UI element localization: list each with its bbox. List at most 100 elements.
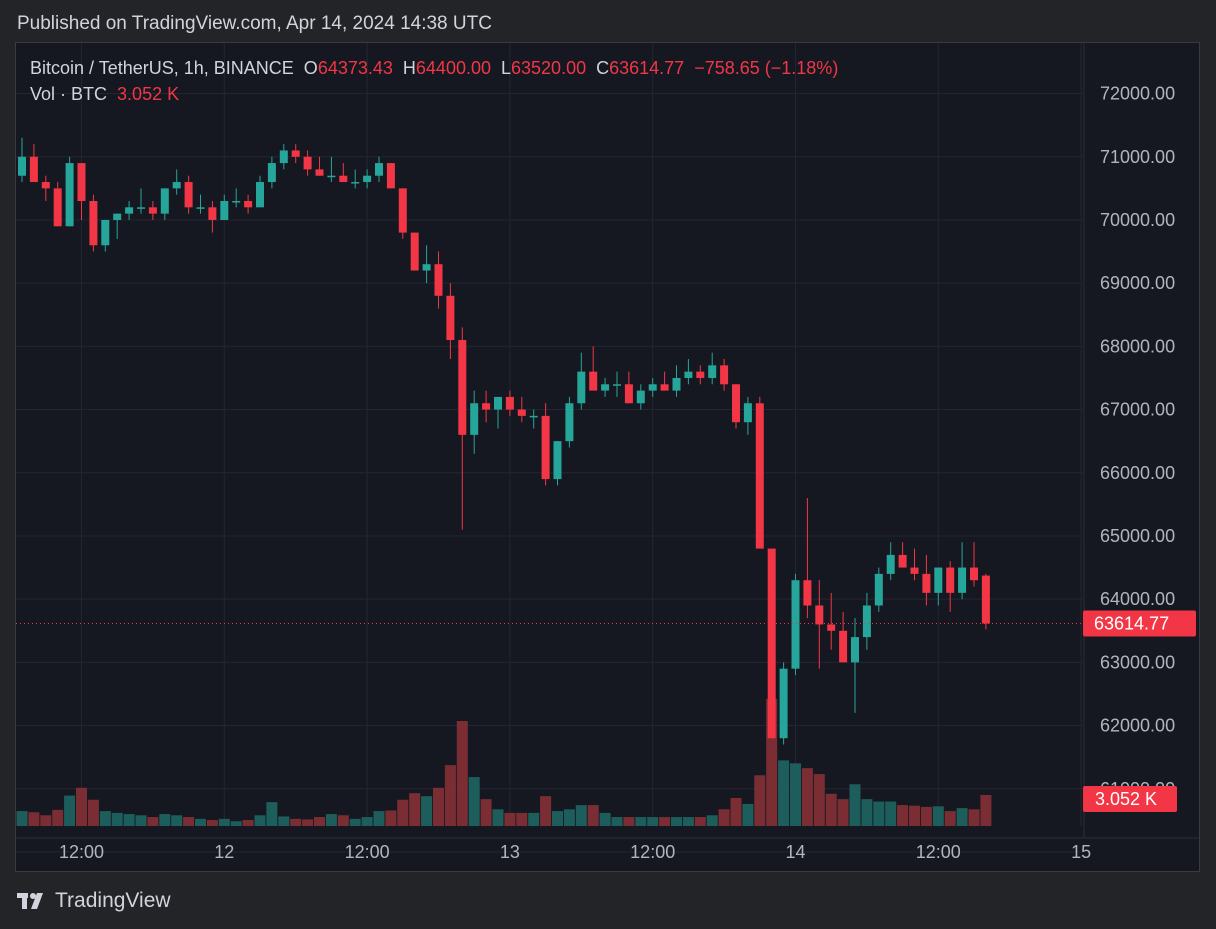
candle <box>922 554 931 606</box>
candle <box>910 548 919 581</box>
candle-body <box>494 396 502 410</box>
candle-body <box>862 605 871 638</box>
y-tick-label: 72000.00 <box>1100 84 1175 104</box>
candle-layer <box>18 137 990 745</box>
candle-body <box>351 182 360 184</box>
candle-body <box>458 340 467 435</box>
candle-body <box>160 188 169 214</box>
volume-label[interactable]: Vol · BTC <box>30 84 108 104</box>
x-tick-label: 12:00 <box>345 842 390 862</box>
candle <box>267 156 276 189</box>
y-tick-label: 63000.00 <box>1100 652 1175 672</box>
candle-body <box>743 403 752 423</box>
volume-bar <box>242 820 254 826</box>
chart-panel[interactable]: 72000.00 71000.00 70000.00 69000.00 68000.00… <box>15 42 1200 872</box>
candle <box>375 156 383 183</box>
y-tick-label: 71000.00 <box>1100 147 1175 167</box>
candle <box>482 390 491 423</box>
candle-body <box>89 201 98 246</box>
candle <box>363 169 372 189</box>
candle <box>327 156 336 183</box>
volume-bar <box>801 768 813 826</box>
candle <box>315 156 324 176</box>
candle-body <box>148 207 157 214</box>
volume-bar <box>421 796 433 826</box>
candle-body <box>672 377 681 391</box>
change-value: −758.65 (−1.18%) <box>694 58 839 78</box>
chart-legend: Bitcoin / TetherUS, 1h, BINANCE O64373.4… <box>30 58 838 105</box>
candle <box>791 573 800 675</box>
candle <box>184 175 193 214</box>
candle <box>660 371 669 391</box>
volume-bar <box>778 760 790 826</box>
volume-bar <box>171 815 183 826</box>
volume-axis-label: 3.052 K <box>1095 789 1157 809</box>
tradingview-logo[interactable]: TradingView <box>17 889 171 913</box>
candle <box>410 232 419 271</box>
high-value: 64400.00 <box>415 58 491 78</box>
x-tick-label: 12:00 <box>59 842 104 862</box>
volume-bar <box>87 799 99 826</box>
volume-layer <box>16 698 992 826</box>
volume-bar <box>468 777 480 826</box>
volume-bar <box>694 817 706 826</box>
candle-body <box>851 637 859 663</box>
candle <box>970 542 978 587</box>
volume-bar <box>766 698 778 826</box>
candle-body <box>303 156 312 170</box>
candle-body <box>220 201 229 220</box>
volume-bar <box>135 815 147 826</box>
candle-body <box>375 163 383 176</box>
candle <box>386 163 395 189</box>
volume-bar <box>385 810 397 826</box>
candle <box>815 580 824 669</box>
volume-bar <box>635 817 647 826</box>
candlestick-chart[interactable]: 72000.00 71000.00 70000.00 69000.00 68000.00… <box>16 43 1199 871</box>
candle <box>244 194 253 214</box>
volume-bar <box>909 805 920 826</box>
volume-bar <box>516 812 528 826</box>
symbol-title[interactable]: Bitcoin / TetherUS, 1h, BINANCE <box>30 58 294 78</box>
candle <box>220 194 229 220</box>
candle <box>137 188 145 214</box>
candle-body <box>184 182 193 208</box>
candle <box>779 662 788 745</box>
volume-bar <box>314 817 325 826</box>
volume-bar <box>647 817 659 826</box>
candle-body <box>53 188 62 227</box>
volume-bar <box>123 814 135 826</box>
volume-bar <box>409 793 421 826</box>
candle-body <box>958 567 967 593</box>
volume-bar <box>504 812 516 826</box>
x-tick-label: 15 <box>1071 842 1091 862</box>
candle <box>434 251 443 309</box>
open-label: O <box>303 58 318 78</box>
volume-bar <box>706 815 718 826</box>
volume-bar <box>28 812 40 826</box>
volume-bar <box>195 818 206 826</box>
candle <box>743 396 752 435</box>
volume-bar <box>873 801 885 826</box>
candle <box>232 188 241 208</box>
candle-body <box>172 182 181 189</box>
candle-body <box>244 201 253 208</box>
brand-name: TradingView <box>55 889 171 912</box>
volume-bar <box>837 799 849 826</box>
candle <box>494 396 502 429</box>
candle <box>77 163 86 220</box>
candle <box>839 611 848 663</box>
candle-body <box>886 554 895 574</box>
volume-bar <box>920 806 932 826</box>
volume-bar <box>528 812 540 826</box>
candle-body <box>767 548 776 739</box>
volume-bar <box>218 818 230 826</box>
candle <box>981 573 990 630</box>
volume-bar <box>230 821 242 826</box>
candle-body <box>696 371 705 378</box>
volume-bar <box>52 809 64 826</box>
candle <box>53 182 62 227</box>
candle <box>755 396 764 549</box>
candle-body <box>422 264 431 271</box>
candle <box>601 377 610 397</box>
volume-bar <box>754 775 766 826</box>
